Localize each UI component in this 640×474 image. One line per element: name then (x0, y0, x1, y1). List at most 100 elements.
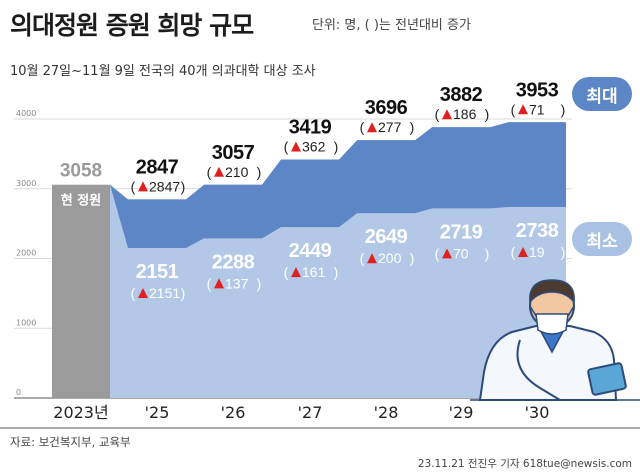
close-paren: ) (561, 244, 566, 260)
open-paren: ( (207, 275, 212, 291)
max-value-label: 3057 (212, 142, 255, 164)
delta-value: 2847 (149, 178, 180, 194)
x-tick-label: '27 (298, 403, 323, 422)
max-delta-label: (277) (360, 119, 415, 135)
min-value-label: 2738 (516, 220, 559, 242)
max-delta-label: (186) (435, 106, 490, 122)
up-triangle-icon (367, 253, 377, 264)
max-value-label: 2847 (136, 156, 179, 178)
min-delta-label: (2151) (131, 285, 186, 301)
open-paren: ( (435, 245, 440, 261)
open-paren: ( (207, 164, 212, 180)
close-paren: ) (410, 250, 415, 266)
delta-value: 362 (302, 139, 326, 155)
x-tick-label: '25 (145, 403, 170, 422)
min-bar (128, 247, 186, 398)
min-delta-label: (19) (511, 244, 566, 260)
up-triangle-icon (214, 278, 224, 289)
delta-value: 70 (453, 245, 469, 261)
up-triangle-icon (442, 248, 452, 259)
max-bar (357, 140, 415, 214)
close-paren: ) (334, 264, 339, 280)
delta-value: 200 (378, 250, 402, 266)
delta-value: 2151 (149, 285, 180, 301)
up-triangle-icon (518, 104, 528, 115)
delta-value: 210 (225, 164, 249, 180)
min-bar (204, 238, 262, 398)
up-triangle-icon (138, 287, 148, 298)
up-triangle-icon (138, 181, 148, 192)
min-bar (432, 208, 490, 398)
open-paren: ( (131, 178, 136, 194)
max-value-label: 3953 (516, 79, 559, 101)
max-bar (281, 159, 339, 228)
up-triangle-icon (442, 109, 452, 120)
credit-note: 23.11.21 전진우 기자 618tue@newsis.com (417, 458, 632, 470)
x-tick-label: 2023년 (53, 403, 108, 422)
open-paren: ( (360, 250, 365, 266)
min-delta-label: (70) (435, 245, 490, 261)
up-triangle-icon (291, 267, 301, 278)
max-delta-label: (2847) (131, 178, 186, 194)
max-bar (432, 127, 490, 209)
close-paren: ) (334, 139, 339, 155)
up-triangle-icon (518, 247, 528, 258)
up-triangle-icon (291, 141, 301, 152)
open-paren: ( (284, 139, 289, 155)
max-value-label: 3419 (289, 117, 332, 139)
doctor-illustration (470, 279, 640, 401)
max-value-label: 3882 (440, 84, 483, 106)
x-tick-label: '28 (374, 403, 399, 422)
min-bar (281, 227, 339, 398)
close-paren: ) (257, 164, 262, 180)
bars (52, 122, 566, 398)
delta-value: 71 (529, 101, 545, 117)
x-tick-label: '30 (525, 403, 550, 422)
open-paren: ( (511, 244, 516, 260)
min-bar (357, 213, 415, 398)
max-bar (508, 122, 566, 208)
delta-value: 161 (302, 264, 326, 280)
close-paren: ) (410, 119, 415, 135)
delta-value: 186 (453, 106, 477, 122)
open-paren: ( (435, 106, 440, 122)
chart-subtitle: 10월 27일~11월 9일 전국의 40개 의과대학 대상 조사 (10, 64, 316, 79)
min-delta-label: (200) (360, 250, 415, 266)
y-tick-label: 1000 (16, 318, 36, 327)
max-value-label: 3696 (365, 97, 408, 119)
min-value-label: 2151 (136, 261, 179, 283)
close-paren: ) (485, 106, 490, 122)
min-delta-label: (161) (284, 264, 339, 280)
close-paren: ) (485, 245, 490, 261)
close-paren: ) (561, 101, 566, 117)
open-paren: ( (284, 264, 289, 280)
delta-value: 277 (378, 119, 402, 135)
y-tick-label: 4000 (16, 109, 36, 118)
min-value-label: 2649 (365, 226, 408, 248)
y-tick-label: 2000 (16, 249, 36, 258)
delta-value: 137 (225, 275, 249, 291)
legend-max-badge: 최대 (572, 77, 632, 111)
min-value-label: 2449 (289, 240, 332, 262)
max-bar (204, 184, 262, 239)
min-delta-label: (137) (207, 275, 262, 291)
up-triangle-icon (367, 122, 377, 133)
y-axis-ticks: 0 1000 2000 3000 4000 (16, 109, 36, 397)
close-paren: ) (257, 275, 262, 291)
x-axis-labels: 2023년 '25 '26 '27 '28 '29 '30 (0, 403, 640, 429)
min-value-label: 2719 (440, 221, 483, 243)
close-paren: ) (181, 178, 186, 194)
close-paren: ) (181, 285, 186, 301)
up-triangle-icon (214, 166, 224, 177)
x-tick-label: '29 (449, 403, 474, 422)
delta-value: 19 (529, 244, 545, 260)
max-delta-label: (71) (511, 101, 566, 117)
min-value-label: 2288 (212, 251, 255, 273)
y-tick-label: 3000 (16, 179, 36, 188)
base-value-label: 3058 (60, 161, 102, 182)
chart-title: 의대정원 증원 희망 규모 (10, 11, 254, 40)
legend-min-badge: 최소 (572, 222, 632, 256)
open-paren: ( (360, 119, 365, 135)
